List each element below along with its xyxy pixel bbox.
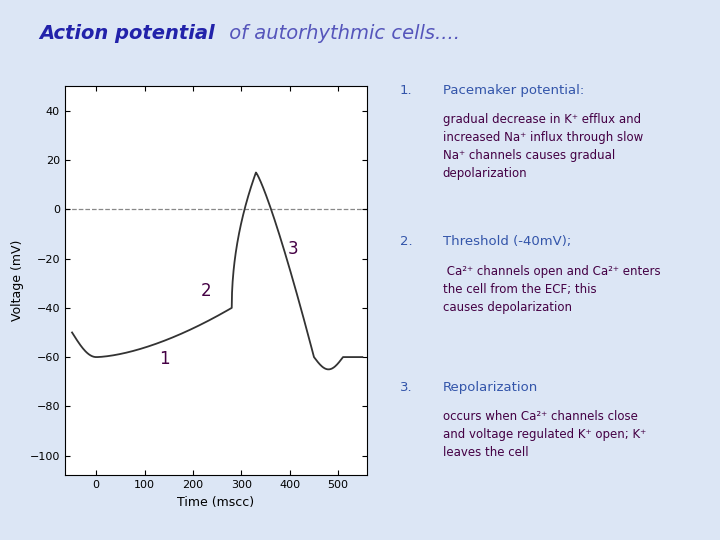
Text: 1: 1 [159,350,170,368]
Text: 2: 2 [200,281,211,300]
Text: Action potential: Action potential [40,24,215,43]
Text: Pacemaker potential:: Pacemaker potential: [443,84,584,97]
Text: 3: 3 [287,240,298,258]
Text: 3.: 3. [400,381,413,394]
Text: Threshold (-40mV);: Threshold (-40mV); [443,235,571,248]
Text: 2.: 2. [400,235,413,248]
Text: of autorhythmic cells....: of autorhythmic cells.... [223,24,460,43]
Y-axis label: Voltage (mV): Voltage (mV) [11,240,24,321]
Text: occurs when Ca²⁺ channels close
and voltage regulated K⁺ open; K⁺
leaves the cel: occurs when Ca²⁺ channels close and volt… [443,410,646,460]
Text: 1.: 1. [400,84,413,97]
Text: gradual decrease in K⁺ efflux and
increased Na⁺ influx through slow
Na⁺ channels: gradual decrease in K⁺ efflux and increa… [443,113,643,180]
X-axis label: Time (mscc): Time (mscc) [177,496,255,509]
Text: Ca²⁺ channels open and Ca²⁺ enters
the cell from the ECF; this
causes depolariza: Ca²⁺ channels open and Ca²⁺ enters the c… [443,265,660,314]
Text: Repolarization: Repolarization [443,381,538,394]
